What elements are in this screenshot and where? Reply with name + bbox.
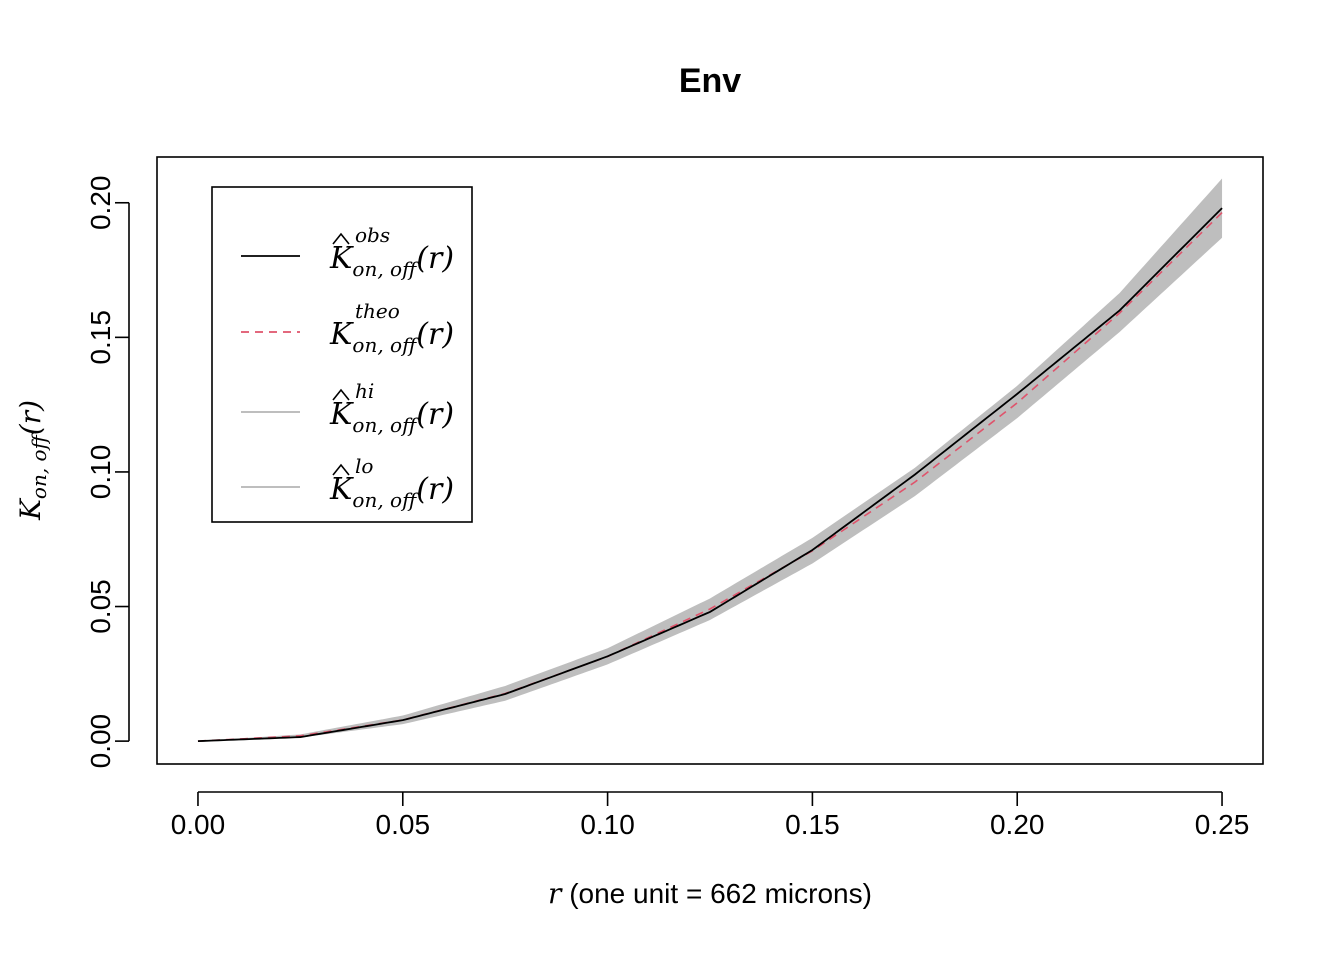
legend-item-lo: Kon, off(r)lo [241,454,454,512]
y-tick-label: 0.20 [85,176,116,231]
y-tick-label: 0.00 [85,714,116,769]
legend-label-sup: lo [355,454,373,478]
x-tick-label: 0.00 [171,809,226,840]
chart-title: Env [679,62,741,100]
x-axis-label-var: r [548,877,563,910]
legend-label-sub: on, off [352,488,420,512]
legend-label-sup: theo [355,299,400,323]
y-tick-label: 0.10 [85,445,116,500]
x-tick-label: 0.10 [580,809,635,840]
y-axis-label-sub: on, off [27,431,51,499]
series-line-obs [197,207,1223,743]
legend-label-theo: Kon, off(r) [329,317,454,357]
plot-frame [156,156,1264,765]
legend-hat-icon [332,232,350,245]
legend-label-lo: Kon, off(r) [329,472,454,512]
x-tick-label: 0.25 [1195,809,1250,840]
legend-hat-icon [332,463,350,476]
legend-label-sup: hi [355,379,374,403]
legend-label-main: K [329,472,354,507]
legend-label-arg: (r) [416,241,454,276]
legend-label-main: K [329,317,354,352]
legend-label-arg: (r) [416,317,454,352]
y-axis-label: Kon, off(r) [14,400,51,521]
legend-label-hi: Kon, off(r) [329,397,454,437]
x-axis-label: r (one unit = 662 microns) [548,877,872,910]
y-tick-label: 0.05 [85,579,116,634]
y-axis-label-main: K [14,497,47,521]
axes-layer: 0.00 0.05 0.10 0.15 0.20 0.25 0.00 0.05 0.10 0.15… [85,176,1249,840]
legend-item-theo: Kon, off(r)theo [241,299,454,357]
legend-label-arg: (r) [416,397,454,432]
legend-label-main: K [329,397,354,432]
legend-label-sub: on, off [352,333,420,357]
legend-label-arg: (r) [416,472,454,507]
legend-label-obs: Kon, off(r) [329,241,454,281]
y-axis-label-arg: (r) [14,400,47,435]
legend-label-sup: obs [355,223,390,247]
legend-item-hi: Kon, off(r)hi [241,379,454,437]
x-tick-label: 0.05 [376,809,431,840]
x-tick-label: 0.20 [990,809,1045,840]
y-tick-label: 0.15 [85,310,116,365]
series-lines-layer [197,207,1223,743]
legend-label-main: K [329,241,354,276]
x-axis-label-text: (one unit = 662 microns) [561,878,872,909]
legend-label-sub: on, off [352,257,420,281]
legend-label-sub: on, off [352,413,420,437]
x-tick-label: 0.15 [785,809,840,840]
legend-hat-icon [332,388,350,401]
legend-item-obs: Kon, off(r)obs [241,223,454,281]
